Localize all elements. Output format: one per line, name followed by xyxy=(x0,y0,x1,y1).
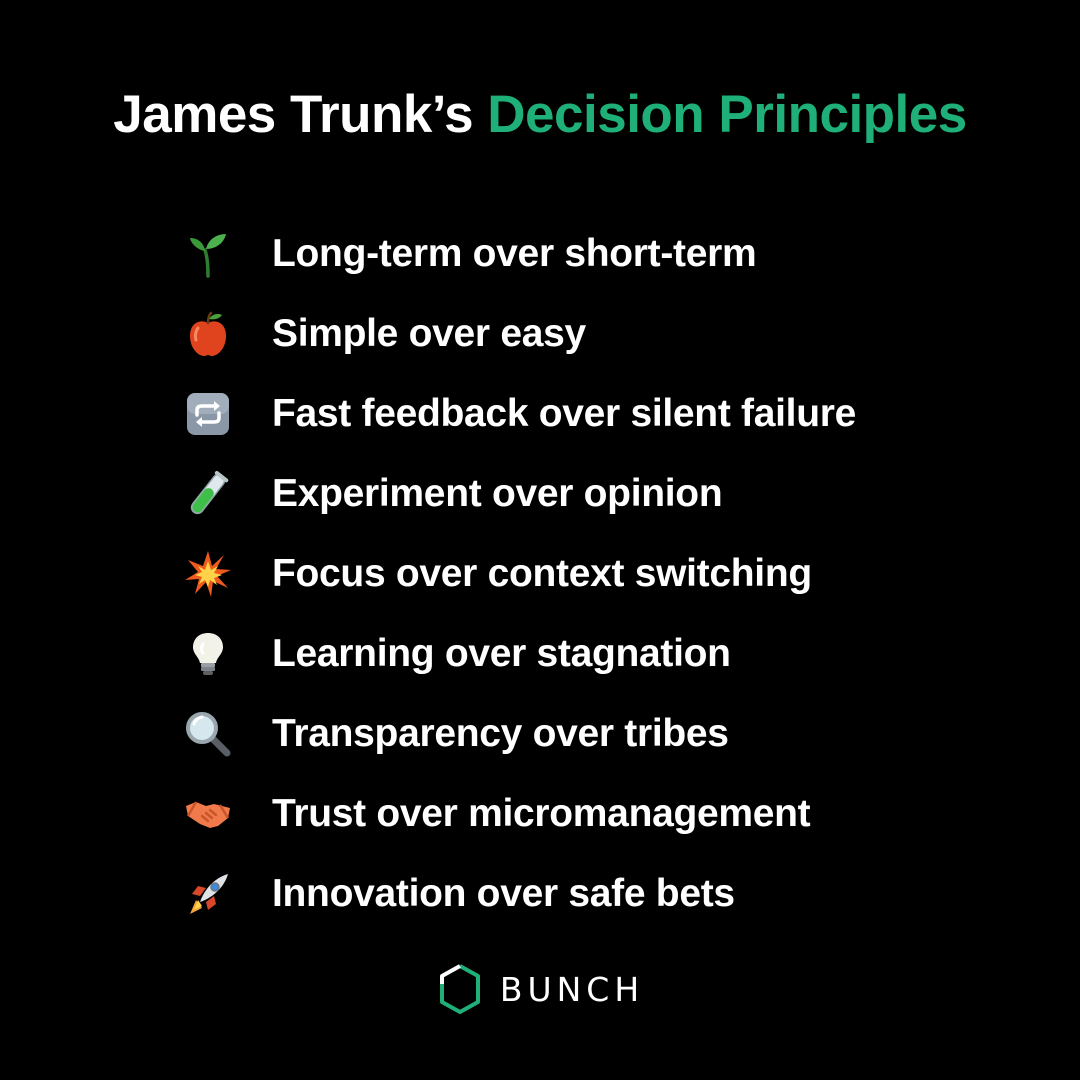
title-accent: Decision Principles xyxy=(487,85,967,144)
apple-icon xyxy=(180,306,236,362)
list-item: Innovation over safe bets xyxy=(180,854,1040,934)
test-tube-icon xyxy=(180,466,236,522)
handshake-icon xyxy=(180,786,236,842)
list-item: Focus over context switching xyxy=(180,534,1040,614)
principle-label: Innovation over safe bets xyxy=(272,872,735,915)
repeat-arrows-icon xyxy=(180,386,236,442)
rocket-icon xyxy=(180,866,236,922)
list-item: Simple over easy xyxy=(180,294,1040,374)
light-bulb-icon xyxy=(180,626,236,682)
hexagon-logo-icon xyxy=(439,964,480,1014)
list-item: Trust over micromanagement xyxy=(180,774,1040,854)
list-item: Fast feedback over silent failure xyxy=(180,374,1040,454)
list-item: Experiment over opinion xyxy=(180,454,1040,534)
brand-name: BUNCH xyxy=(499,969,645,1009)
list-item: Transparency over tribes xyxy=(180,694,1040,774)
principle-label: Transparency over tribes xyxy=(272,712,729,755)
brand-logo: BUNCH xyxy=(0,962,1080,1016)
title-name: James Trunk’s xyxy=(113,85,474,144)
principle-label: Fast feedback over silent failure xyxy=(272,392,856,435)
principle-label: Experiment over opinion xyxy=(272,472,723,515)
magnifying-glass-icon xyxy=(180,706,236,762)
principle-label: Focus over context switching xyxy=(272,552,812,595)
principle-label: Trust over micromanagement xyxy=(272,792,811,835)
principle-label: Simple over easy xyxy=(272,312,586,355)
list-item: Learning over stagnation xyxy=(180,614,1040,694)
page-title: James Trunk’s Decision Principles xyxy=(0,84,1080,145)
list-item: Long-term over short-term xyxy=(180,214,1040,294)
collision-icon xyxy=(180,546,236,602)
principle-label: Long-term over short-term xyxy=(272,232,757,275)
seedling-icon xyxy=(180,226,236,282)
principles-list: Long-term over short-term Simple over ea… xyxy=(180,214,1040,934)
principle-label: Learning over stagnation xyxy=(272,632,731,675)
